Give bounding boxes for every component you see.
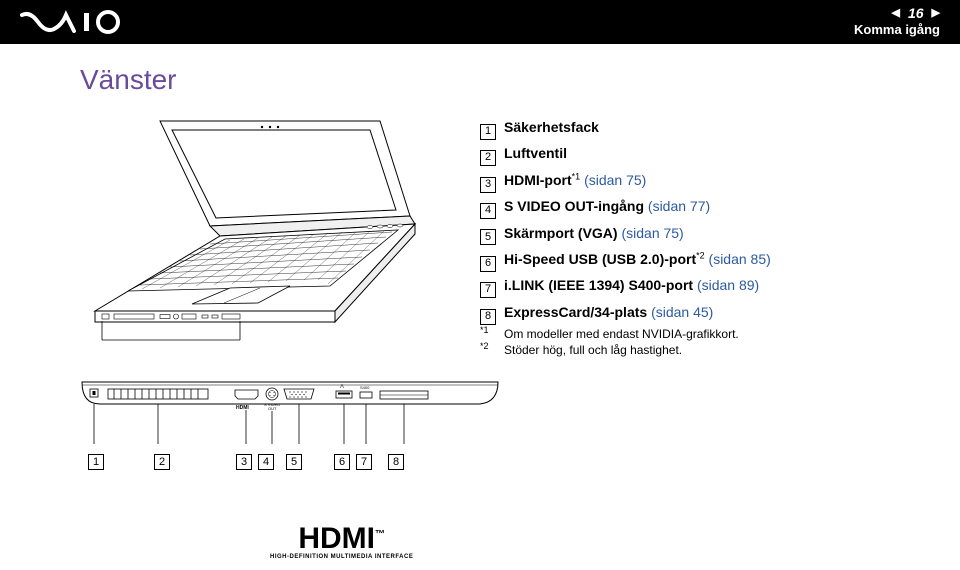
footnote-text: Om modeller med endast NVIDIA-grafikkort… xyxy=(504,327,739,341)
callout-number-box: 1 xyxy=(88,454,104,470)
hdmi-subtitle: HIGH-DEFINITION MULTIMEDIA INTERFACE xyxy=(270,554,413,560)
items-list: 1 Säkerhetsfack 2 Luftventil 3 HDMI-port*1 (s… xyxy=(480,116,900,359)
item-number-box: 2 xyxy=(480,150,496,166)
item-number-box: 5 xyxy=(480,229,496,245)
item-row: 6 Hi-Speed USB (USB 2.0)-port*2 (sidan 85… xyxy=(480,248,900,270)
footnote-text: Stöder hög, full och låg hastighet. xyxy=(504,343,682,357)
item-row: 4 S VIDEO OUT-ingång (sidan 77) xyxy=(480,195,900,217)
item-text: Säkerhetsfack xyxy=(504,116,599,138)
item-text: Luftventil xyxy=(504,142,567,164)
side-view-illustration: HDMI S VIDEO OUT S400 xyxy=(80,374,500,490)
item-row: 2 Luftventil xyxy=(480,142,900,164)
svg-text:OUT: OUT xyxy=(268,406,277,411)
svg-text:S400: S400 xyxy=(360,385,370,390)
hdmi-tm: ™ xyxy=(375,529,385,540)
header-right: ◀ 16 ▶ Komma igång xyxy=(854,4,940,39)
nav-prev-icon[interactable]: ◀ xyxy=(891,6,899,20)
item-number-box: 7 xyxy=(480,282,496,298)
footnote: *1Om modeller med endast NVIDIA-grafikko… xyxy=(480,327,900,341)
item-text: i.LINK (IEEE 1394) S400-port (sidan 89) xyxy=(504,274,759,296)
footnote-mark: *2 xyxy=(480,341,504,355)
laptop-illustration xyxy=(80,116,420,346)
hdmi-text: HDMI xyxy=(298,522,375,555)
item-text: S VIDEO OUT-ingång (sidan 77) xyxy=(504,195,710,217)
callout-number-box: 8 xyxy=(388,454,404,470)
item-number-box: 4 xyxy=(480,203,496,219)
item-row: 1 Säkerhetsfack xyxy=(480,116,900,138)
top-bar: ◀ 16 ▶ Komma igång xyxy=(0,0,960,44)
callout-number-box: 4 xyxy=(258,454,274,470)
item-row: 5 Skärmport (VGA) (sidan 75) xyxy=(480,222,900,244)
footnote: *2Stöder hög, full och låg hastighet. xyxy=(480,343,900,357)
section-title: Vänster xyxy=(80,64,900,96)
svg-text:HDMI: HDMI xyxy=(236,405,249,411)
item-text: Skärmport (VGA) (sidan 75) xyxy=(504,222,684,244)
breadcrumb: Komma igång xyxy=(854,22,940,39)
item-number-box: 3 xyxy=(480,177,496,193)
hdmi-logo: HDMI™ HIGH-DEFINITION MULTIMEDIA INTERFA… xyxy=(270,524,413,560)
content-area: Vänster xyxy=(0,44,960,570)
vaio-logo xyxy=(20,9,140,35)
item-number-box: 8 xyxy=(480,309,496,325)
item-row: 8 ExpressCard/34-plats (sidan 45) xyxy=(480,301,900,323)
callout-number-box: 3 xyxy=(236,454,252,470)
item-number-box: 6 xyxy=(480,256,496,272)
item-row: 3 HDMI-port*1 (sidan 75) xyxy=(480,169,900,191)
item-text: Hi-Speed USB (USB 2.0)-port*2 (sidan 85) xyxy=(504,248,771,270)
item-number-box: 1 xyxy=(480,124,496,140)
item-text: ExpressCard/34-plats (sidan 45) xyxy=(504,301,713,323)
callout-number-box: 5 xyxy=(286,454,302,470)
callout-number-box: 2 xyxy=(154,454,170,470)
callout-number-box: 7 xyxy=(356,454,372,470)
callout-number-box: 6 xyxy=(334,454,350,470)
footnote-mark: *1 xyxy=(480,325,504,339)
item-row: 7 i.LINK (IEEE 1394) S400-port (sidan 89) xyxy=(480,274,900,296)
page-number: 16 xyxy=(908,4,924,22)
nav-next-icon[interactable]: ▶ xyxy=(932,6,940,20)
item-text: HDMI-port*1 (sidan 75) xyxy=(504,169,646,191)
